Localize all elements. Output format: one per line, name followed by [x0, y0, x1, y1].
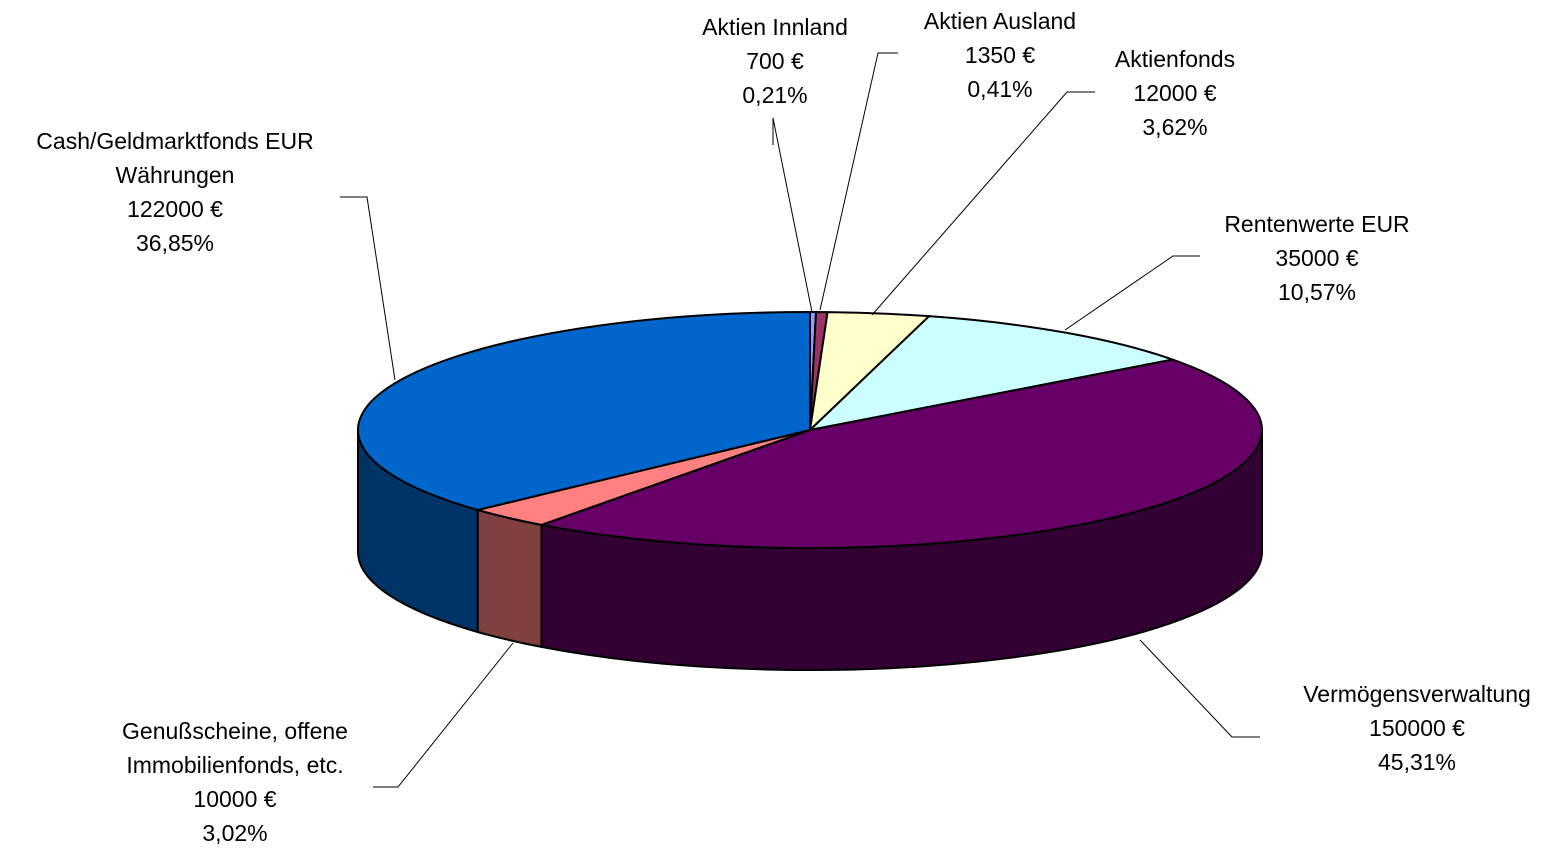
leader-line-cash-geldmarktfonds-eur-waehrungen [340, 196, 396, 381]
data-label-line: 35000 € [1275, 245, 1358, 271]
leader-line-aktienfonds [871, 91, 1095, 316]
leader-line-rentenwerte-eur [1064, 255, 1200, 331]
data-label-aktienfonds: Aktienfonds 12000 € 3,62% [1115, 46, 1235, 140]
data-label-aktien-innland: Aktien Innland 700 € 0,21% [702, 14, 848, 108]
data-label-line: 150000 € [1369, 715, 1465, 741]
data-label-line: 10000 € [193, 786, 276, 812]
data-label-line: 3,62% [1142, 114, 1207, 140]
data-label-line: Aktien Ausland [924, 8, 1076, 34]
data-label-vermoegensverwaltung: Vermögensverwaltung 150000 € 45,31% [1303, 681, 1531, 775]
side-genussscheine-offene-immobilienfonds-etc [476, 508, 543, 648]
data-label-line: Genußscheine, offene [122, 718, 348, 744]
data-label-line: Aktien Innland [702, 14, 848, 40]
pie-sides [357, 429, 1263, 671]
data-label-line: 0,21% [742, 82, 807, 108]
data-label-line: Immobilienfonds, etc. [126, 752, 343, 778]
data-label-line: 1350 € [965, 42, 1036, 68]
data-label-line: 36,85% [136, 230, 214, 256]
data-label-line: Cash/Geldmarktfonds EUR [36, 128, 313, 154]
data-label-line: 12000 € [1133, 80, 1216, 106]
data-label-genussscheine-offene-immobilienfonds-etc: Genußscheine, offene Immobilienfonds, etc… [122, 718, 348, 846]
data-label-line: 45,31% [1378, 749, 1456, 775]
data-label-line: 10,57% [1278, 279, 1356, 305]
slice-rentenwerte-eur [809, 315, 1174, 431]
pie-top [357, 310, 1263, 549]
leader-line-vermoegensverwaltung [1139, 639, 1260, 738]
data-label-rentenwerte-eur: Rentenwerte EUR 35000 € 10,57% [1224, 211, 1409, 305]
data-label-line: 0,41% [967, 76, 1032, 102]
data-label-line: 122000 € [127, 196, 223, 222]
leader-lines [340, 52, 1260, 788]
slice-cash-geldmarktfonds-eur-waehrungen [357, 311, 811, 511]
data-label-line: Währungen [116, 162, 235, 188]
data-labels: Aktien Innland 700 € 0,21% Aktien Ausland 13… [36, 8, 1530, 846]
data-label-aktien-ausland: Aktien Ausland 1350 € 0,41% [924, 8, 1076, 102]
data-label-line: Vermögensverwaltung [1303, 681, 1531, 707]
leader-line-aktien-ausland [819, 52, 898, 311]
leader-line-aktien-innland [772, 117, 813, 313]
leader-line-genussscheine-offene-immobilienfonds-etc [373, 642, 514, 788]
data-label-cash-geldmarktfonds-eur-waehrungen: Cash/Geldmarktfonds EUR Währungen 122000 €… [36, 128, 313, 256]
data-label-line: Aktienfonds [1115, 46, 1235, 72]
data-label-line: 700 € [746, 48, 804, 74]
data-label-line: 3,02% [202, 820, 267, 846]
slice-vermoegensverwaltung [540, 358, 1263, 549]
data-label-line: Rentenwerte EUR [1224, 211, 1409, 237]
